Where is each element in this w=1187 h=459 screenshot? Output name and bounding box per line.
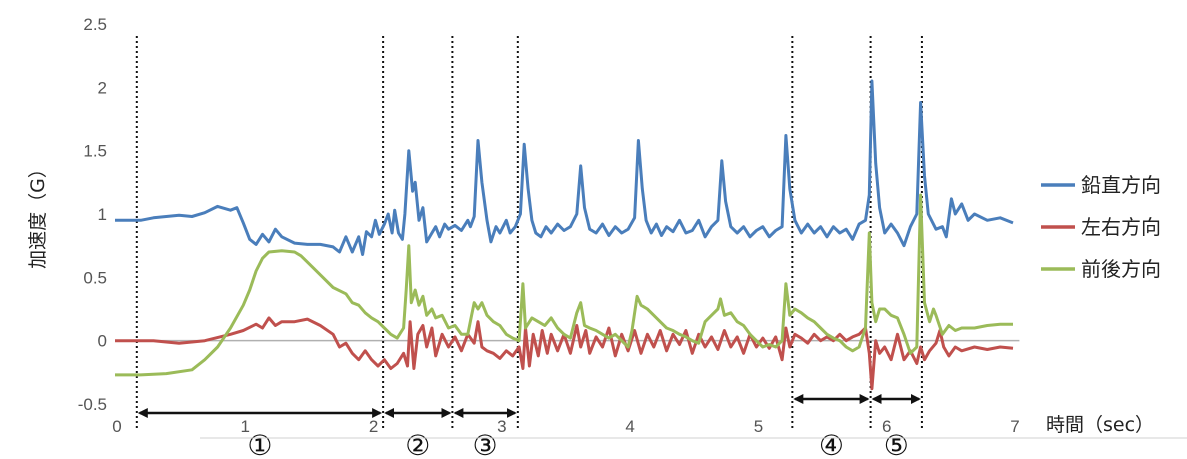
phase-label-5: ⑤ (884, 429, 909, 459)
series-line-3 (115, 193, 1013, 377)
phase-label-3: ③ (473, 429, 498, 459)
y-axis-ticks: -0.5 0 0.5 1 1.5 2 2.5 (78, 15, 107, 414)
legend-label-2: 左右方向 (1081, 215, 1161, 239)
x-tick-label: 6 (882, 417, 891, 436)
y-tick-label: 0 (98, 332, 107, 351)
y-tick-label: -0.5 (78, 395, 107, 414)
x-tick-label: 7 (1010, 417, 1019, 436)
series-line-1 (115, 79, 1014, 256)
y-tick-label: 1 (98, 205, 107, 224)
x-tick-label: 0 (112, 417, 121, 436)
x-axis-ticks: 0 1 2 3 4 5 6 7 (112, 417, 1019, 436)
data-series (115, 79, 1014, 391)
x-tick-label: 5 (754, 417, 763, 436)
phase-annotations: ① ② ③ ④ ⑤ (137, 394, 921, 459)
x-axis-title: 時間（sec） (1046, 414, 1154, 436)
y-tick-label: 0.5 (83, 268, 107, 287)
y-tick-label: 1.5 (83, 142, 107, 161)
phase-label-1: ① (247, 429, 272, 459)
x-tick-label: 2 (369, 417, 378, 436)
x-tick-label: 3 (497, 417, 506, 436)
phase-boundary-lines (135, 36, 923, 428)
x-tick-label: 4 (625, 417, 634, 436)
phase-label-4: ④ (819, 429, 844, 459)
y-axis-title: 加速度（G） (27, 159, 49, 269)
series-line-2 (115, 316, 1014, 391)
phase-label-2: ② (405, 429, 430, 459)
x-tick-label: 1 (241, 417, 250, 436)
y-tick-label: 2.5 (83, 15, 107, 34)
legend-label-1: 鉛直方向 (1081, 173, 1161, 197)
legend-label-3: 前後方向 (1081, 257, 1161, 281)
y-tick-label: 2 (98, 78, 107, 97)
